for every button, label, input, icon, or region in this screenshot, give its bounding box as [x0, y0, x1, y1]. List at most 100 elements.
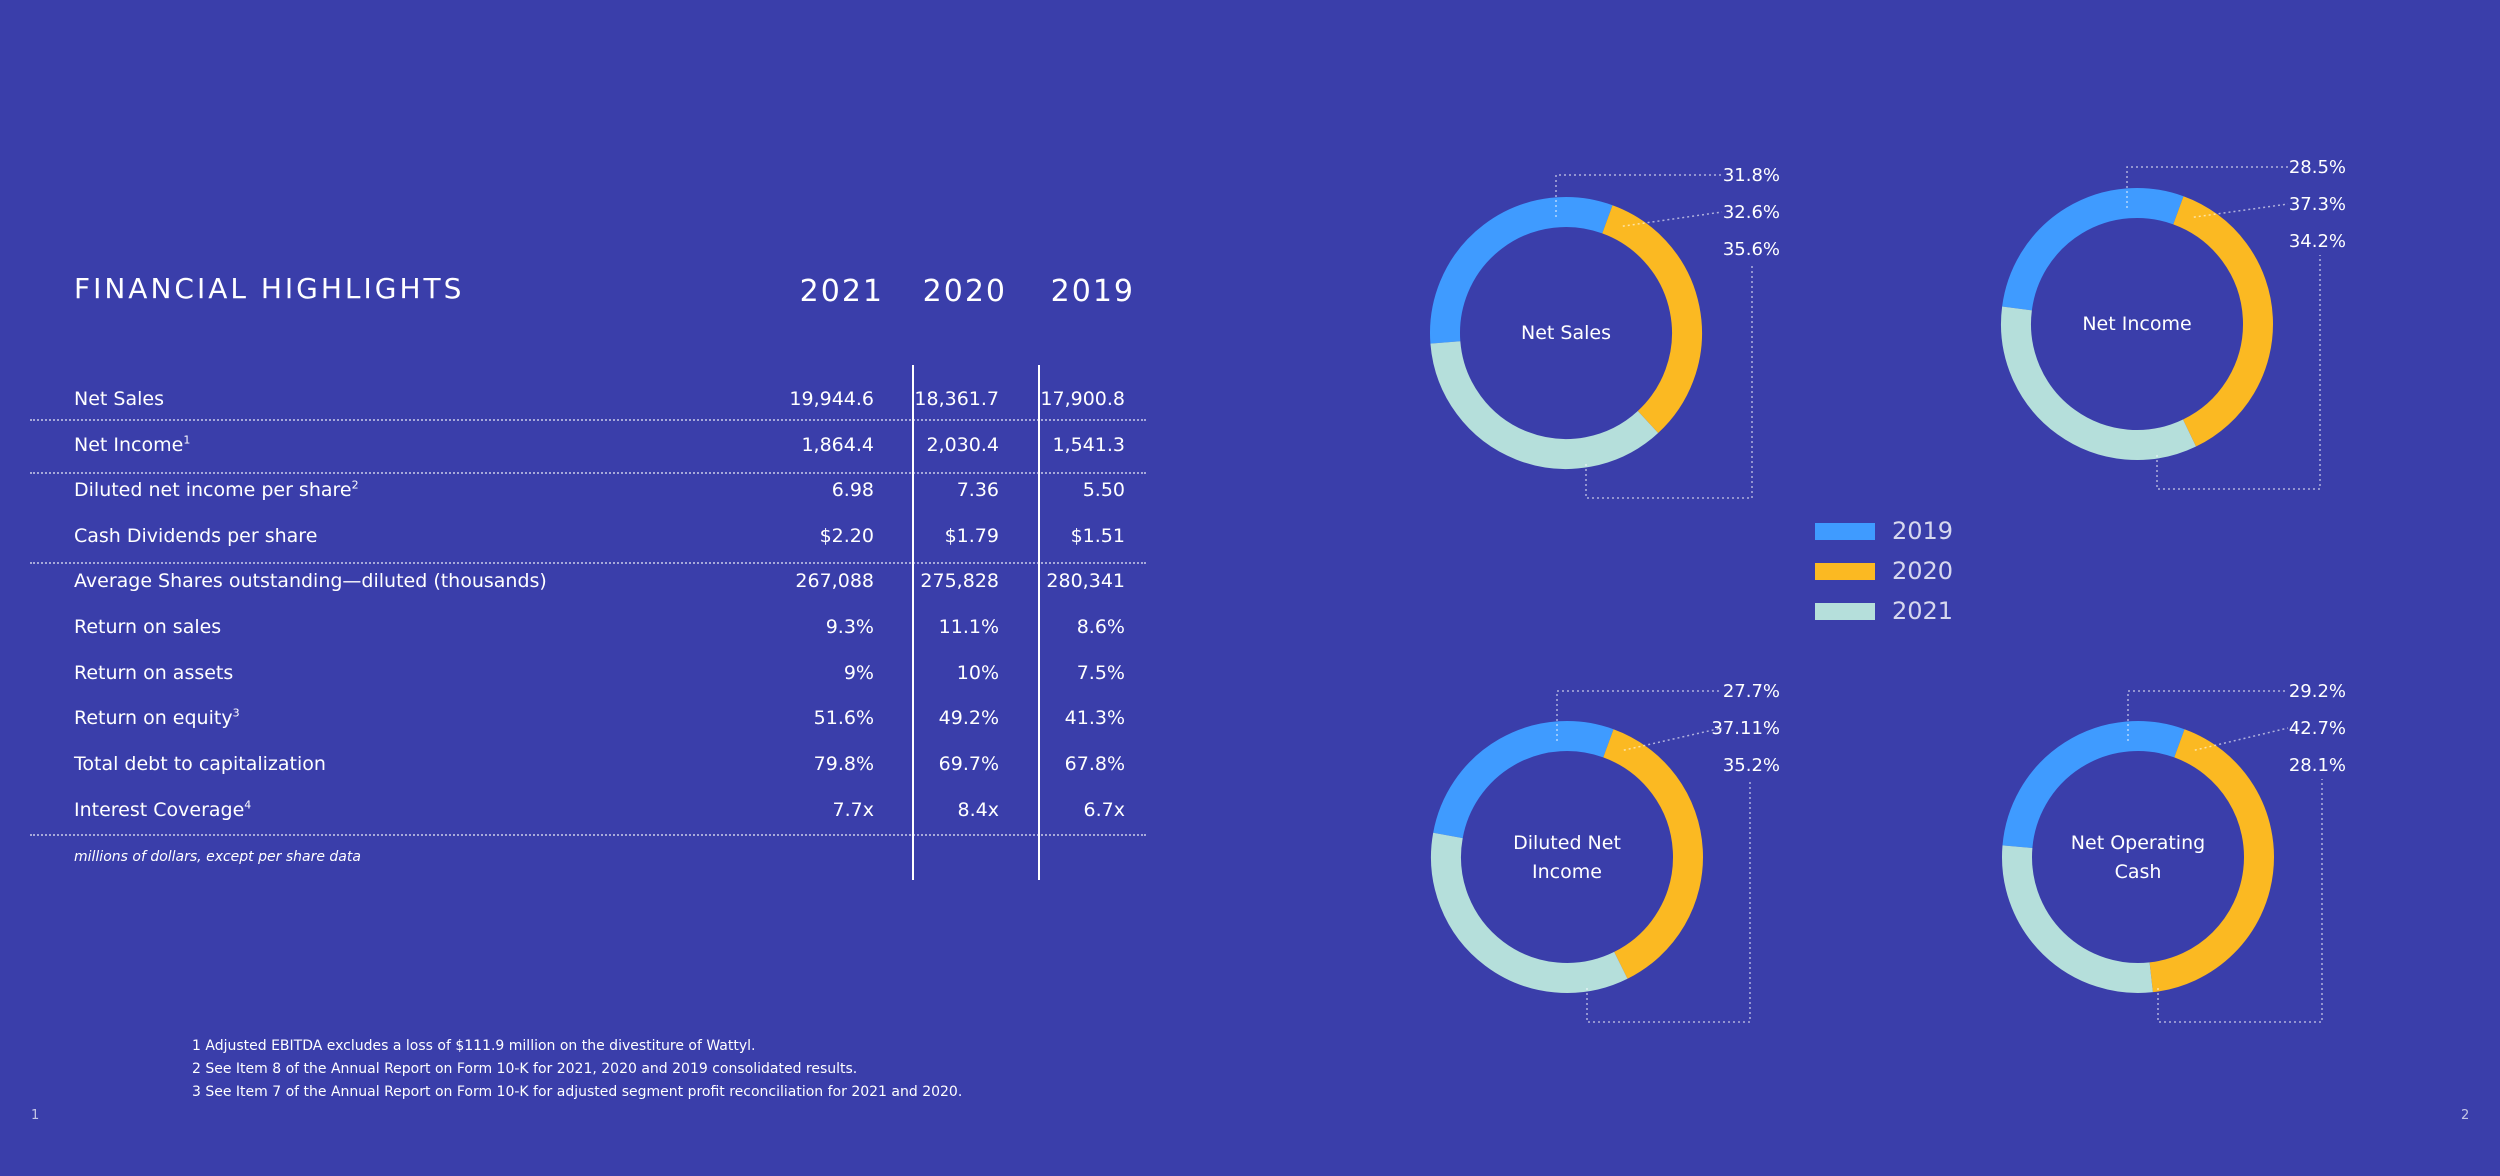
row-separator [30, 419, 1146, 421]
table-row-label: Return on equity3 [74, 706, 240, 729]
legend-label: 2021 [1892, 597, 1954, 625]
donut-value-label: 32.6% [1723, 202, 1780, 223]
donut-value-label: 35.6% [1723, 239, 1780, 260]
footnote: 3 See Item 7 of the Annual Report on For… [192, 1084, 963, 1100]
donut-value-label: 29.2% [2289, 681, 2346, 702]
table-cell-2020: 8.4x [957, 799, 999, 821]
table-cell-2019: 41.3% [1064, 707, 1125, 729]
table-cell-2021: 9% [843, 662, 874, 684]
donut-center-title: Net Income [2082, 313, 2191, 335]
table-cell-2021: 267,088 [795, 570, 874, 592]
leader-line [1622, 211, 1723, 227]
table-cell-2021: 7.7x [832, 799, 874, 821]
donut-value-label: 37.11% [1711, 718, 1780, 739]
column-header-2021: 2021 [799, 274, 884, 309]
table-cell-2020: 275,828 [920, 570, 999, 592]
donut-value-label: 27.7% [1723, 681, 1780, 702]
donut-segment-2019 [2002, 721, 2185, 849]
row-separator [30, 472, 1146, 474]
legend-swatch [1815, 562, 1875, 580]
column-divider [1038, 365, 1040, 880]
donut-segment-2020 [2172, 196, 2273, 447]
donut-value-label: 31.8% [1723, 165, 1780, 186]
donut-segment-2021 [1431, 832, 1628, 993]
page-title: FINANCIAL HIGHLIGHTS [74, 272, 465, 305]
footnote: 1 Adjusted EBITDA excludes a loss of $11… [192, 1038, 756, 1054]
leader-line [1555, 174, 1722, 217]
leader-line [1556, 690, 1722, 741]
table-cell-2020: 49.2% [938, 707, 999, 729]
leader-line [1623, 727, 1723, 751]
legend-swatch [1815, 522, 1875, 540]
donut-value-label: 34.2% [2289, 231, 2346, 252]
table-cell-2019: 67.8% [1064, 753, 1125, 775]
table-cell-2019: 1,541.3 [1052, 434, 1125, 456]
donut-segment-2019 [2002, 188, 2184, 311]
leader-line [1585, 263, 1753, 499]
donut-value-label: 28.1% [2289, 755, 2346, 776]
footnote: 2 See Item 8 of the Annual Report on For… [192, 1061, 858, 1077]
legend-label: 2020 [1892, 557, 1954, 585]
donut-value-label: 28.5% [2289, 157, 2346, 178]
table-row-label: Net Sales [74, 388, 164, 410]
donut-segment-2020 [1601, 205, 1702, 434]
donut-segment-2021 [2002, 845, 2153, 993]
leader-line [2126, 166, 2288, 208]
donut-center-title: Net Operating Cash [2071, 832, 2205, 883]
table-row-label: Return on sales [74, 616, 222, 638]
legend-swatch [1815, 602, 1875, 620]
donut-segment-2019 [1433, 721, 1614, 839]
donut-value-label: 42.7% [2289, 718, 2346, 739]
leader-line [2194, 727, 2289, 751]
table-cell-2019: 17,900.8 [1040, 388, 1125, 410]
table-cell-2019: 6.7x [1083, 799, 1125, 821]
table-row-label: Return on assets [74, 662, 234, 684]
leader-line [2156, 255, 2321, 490]
column-header-2019: 2019 [1050, 274, 1135, 309]
donut-segment-2021 [2001, 306, 2197, 460]
row-separator [30, 562, 1146, 564]
table-cell-2020: 11.1% [938, 616, 999, 638]
column-header-2020: 2020 [922, 274, 1007, 309]
page-number-right: 2 [2461, 1108, 2470, 1123]
legend-item-2021: 2021 [1815, 597, 1953, 625]
table-cell-2021: $2.20 [819, 525, 874, 547]
footnote-marker: 4 [244, 798, 252, 812]
leader-line [2127, 690, 2288, 741]
table-cell-2021: 79.8% [813, 753, 874, 775]
donut-chart: Diluted Net Income 27.7% 37.11% 35.2% [1431, 681, 1780, 1023]
table-cell-2020: $1.79 [944, 525, 999, 547]
row-separator [30, 834, 1146, 836]
donut-chart: Net Income 28.5% 37.3% 34.2% [2001, 157, 2346, 490]
footnote-marker: 1 [183, 433, 191, 447]
table-cell-2020: 7.36 [956, 479, 999, 501]
table-row-label: Diluted net income per share2 [74, 478, 359, 501]
page-number-left: 1 [31, 1108, 40, 1123]
table-cell-2021: 6.98 [831, 479, 874, 501]
leader-line [1586, 779, 1751, 1023]
units-note: millions of dollars, except per share da… [74, 849, 361, 865]
column-divider [912, 365, 914, 880]
legend-item-2020: 2020 [1815, 557, 1953, 585]
donut-chart: Net Sales 31.8% 32.6% 35.6% [1430, 165, 1780, 499]
donut-chart: Net Operating Cash 29.2% 42.7% 28.1% [2002, 681, 2346, 1023]
table-cell-2019: 8.6% [1076, 616, 1125, 638]
donut-segment-2020 [1602, 729, 1703, 979]
table-cell-2019: 5.50 [1082, 479, 1125, 501]
table-row-label: Average Shares outstanding—diluted (thou… [74, 570, 547, 592]
donut-segment-2019 [1430, 197, 1613, 344]
table-cell-2021: 19,944.6 [789, 388, 874, 410]
table-row-label: Net Income1 [74, 433, 191, 456]
donut-value-label: 37.3% [2289, 194, 2346, 215]
donut-center-title: Net Sales [1521, 322, 1611, 344]
donut-segment-2020 [2149, 729, 2274, 993]
table-row-label: Interest Coverage4 [74, 798, 252, 821]
footnote-marker: 2 [351, 478, 359, 492]
table-row-label: Total debt to capitalization [74, 753, 326, 775]
legend-item-2019: 2019 [1815, 517, 1953, 545]
table-cell-2019: $1.51 [1070, 525, 1125, 547]
legend-label: 2019 [1892, 517, 1954, 545]
table-cell-2019: 280,341 [1046, 570, 1125, 592]
table-cell-2020: 10% [956, 662, 999, 684]
